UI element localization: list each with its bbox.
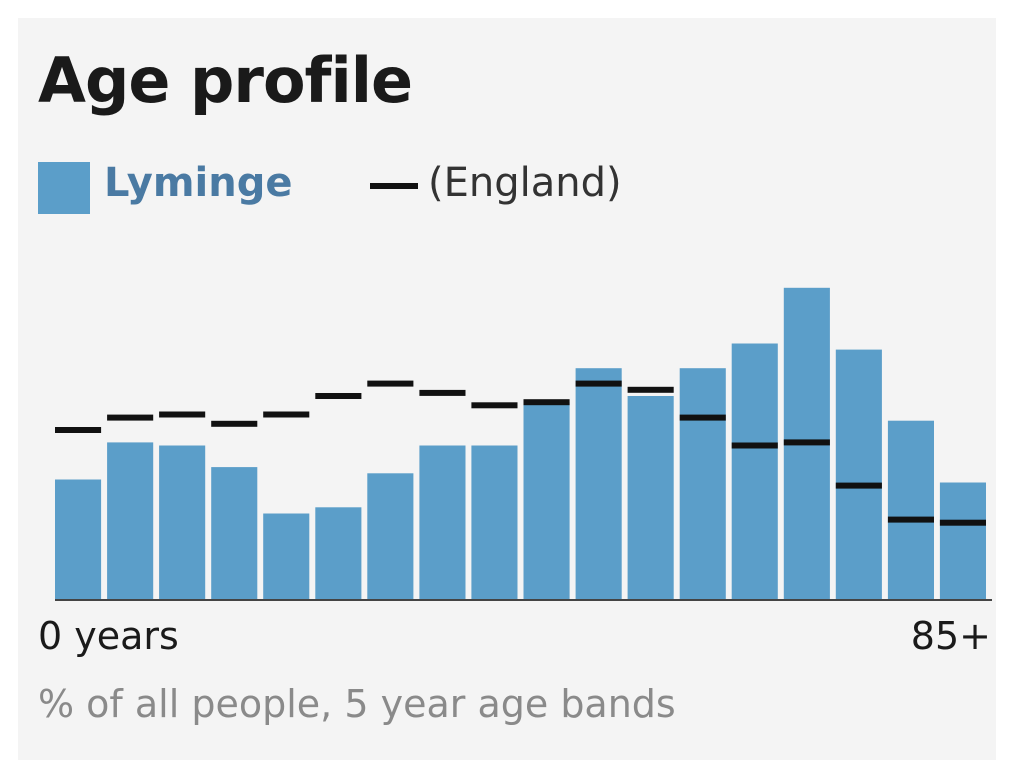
- england-marker-10-14: [159, 411, 206, 418]
- bar-40-44: [471, 445, 518, 600]
- england-marker-40-44: [471, 402, 518, 409]
- bar-65-69: [731, 343, 778, 600]
- bar-85+: [939, 482, 986, 600]
- england-marker-35-39: [419, 389, 466, 396]
- england-marker-80-84: [887, 516, 934, 523]
- england-marker-85+: [939, 519, 986, 526]
- bar-15-19: [211, 467, 258, 600]
- england-marker-25-29: [315, 393, 362, 399]
- england-marker-5-9: [107, 414, 154, 421]
- bar-45-49: [523, 402, 570, 600]
- england-marker-0-4: [55, 427, 102, 433]
- legend-swatch-lyminge: [38, 162, 90, 214]
- chart-card: [18, 18, 996, 760]
- bar-25-29: [315, 507, 362, 600]
- bar-30-34: [367, 473, 414, 600]
- england-marker-70-74: [783, 439, 830, 446]
- england-marker-45-49: [523, 399, 570, 406]
- chart-note: % of all people, 5 year age bands: [38, 682, 676, 726]
- england-marker-15-19: [211, 420, 258, 427]
- bar-60-64: [679, 368, 726, 600]
- bar-35-39: [419, 445, 466, 600]
- england-marker-50-54: [575, 380, 622, 387]
- england-marker-30-34: [367, 380, 414, 387]
- legend-label-lyminge: Lyminge: [104, 160, 293, 206]
- england-markers-group: [55, 380, 986, 526]
- x-tick-label-first: 0 years: [38, 614, 179, 658]
- bar-5-9: [107, 442, 154, 600]
- england-marker-65-69: [731, 442, 778, 449]
- england-marker-75-79: [835, 482, 882, 489]
- bar-80-84: [887, 420, 934, 600]
- bar-0-4: [55, 479, 102, 600]
- bar-50-54: [575, 368, 622, 600]
- bar-20-24: [263, 513, 310, 600]
- x-tick-label-last: 85+: [910, 614, 991, 658]
- england-marker-55-59: [627, 386, 674, 393]
- bar-10-14: [159, 445, 206, 600]
- england-marker-60-64: [679, 414, 726, 421]
- england-marker-20-24: [263, 411, 310, 418]
- legend-label-england: (England): [428, 160, 622, 206]
- bar-75-79: [835, 349, 882, 600]
- legend-marker-england: [370, 183, 418, 189]
- bar-55-59: [627, 396, 674, 600]
- bars-group: [55, 287, 986, 600]
- chart-title: Age profile: [38, 44, 413, 117]
